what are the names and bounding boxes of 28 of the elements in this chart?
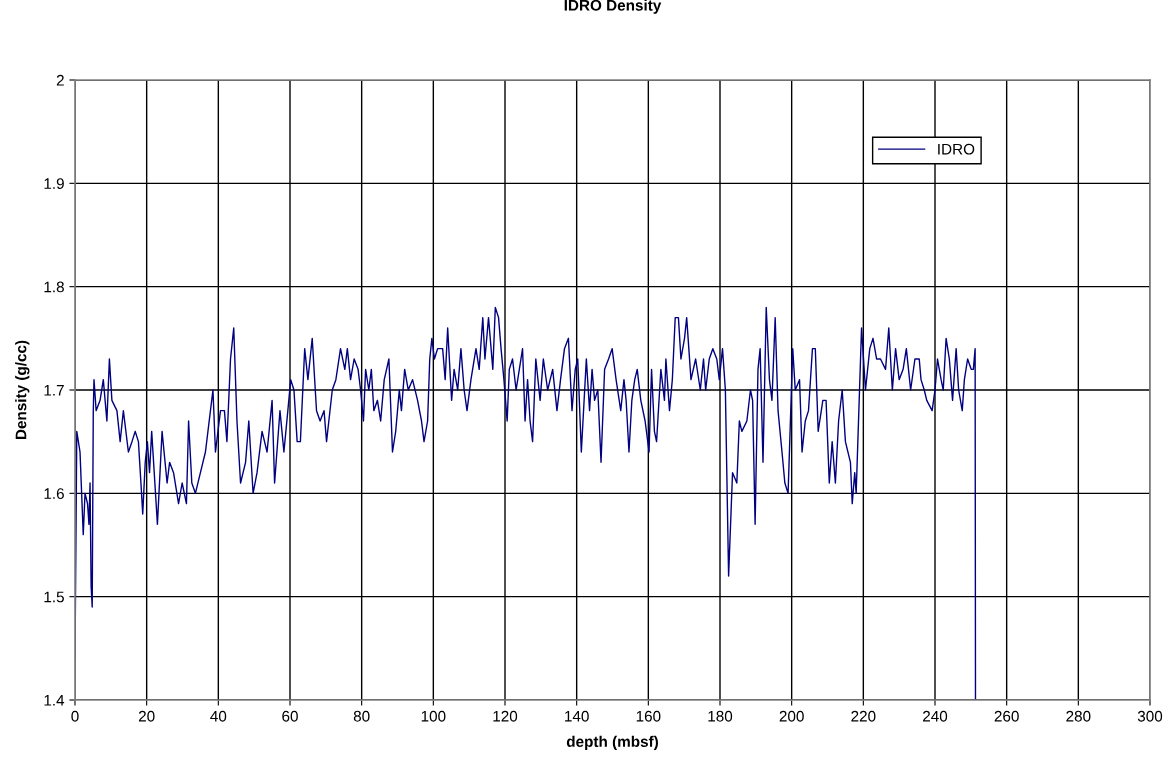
x-tick-label: 160 (636, 710, 661, 722)
x-tick-label: 300 (1137, 710, 1163, 722)
y-tick-label: 2 (56, 74, 64, 86)
x-tick-label: 60 (282, 710, 298, 722)
y-tick-label: 1.6 (44, 488, 64, 500)
x-tick-label: 180 (708, 710, 733, 722)
x-tick-label: 260 (994, 710, 1019, 722)
x-axis-title: depth (mbsf) (566, 735, 658, 751)
y-tick-label: 1.4 (44, 695, 65, 706)
line-series (75, 306, 977, 700)
x-tick-label: 240 (923, 710, 948, 722)
x-tick-label: 280 (1066, 710, 1091, 722)
x-tick-label: 200 (779, 710, 804, 722)
y-tick-label: 1.7 (44, 385, 64, 396)
chart-title: IDRO Density (564, 0, 662, 14)
y-tick-label: 1.5 (44, 591, 64, 603)
x-tick-label: 80 (353, 710, 370, 722)
x-tick-label: 40 (210, 710, 227, 722)
legend-label: IDRO (938, 143, 975, 155)
x-tick-label: 140 (565, 710, 589, 722)
x-tick-label: 100 (421, 710, 446, 722)
y-tick-label: 1.8 (44, 281, 64, 293)
x-tick-label: 0 (71, 710, 79, 722)
y-tick-label: 1.9 (44, 178, 64, 190)
x-tick-label: 220 (851, 710, 876, 722)
x-tick-label: 120 (493, 710, 518, 722)
x-tick-label: 20 (138, 710, 155, 722)
y-axis-title: Density (g/cc) (15, 340, 30, 440)
